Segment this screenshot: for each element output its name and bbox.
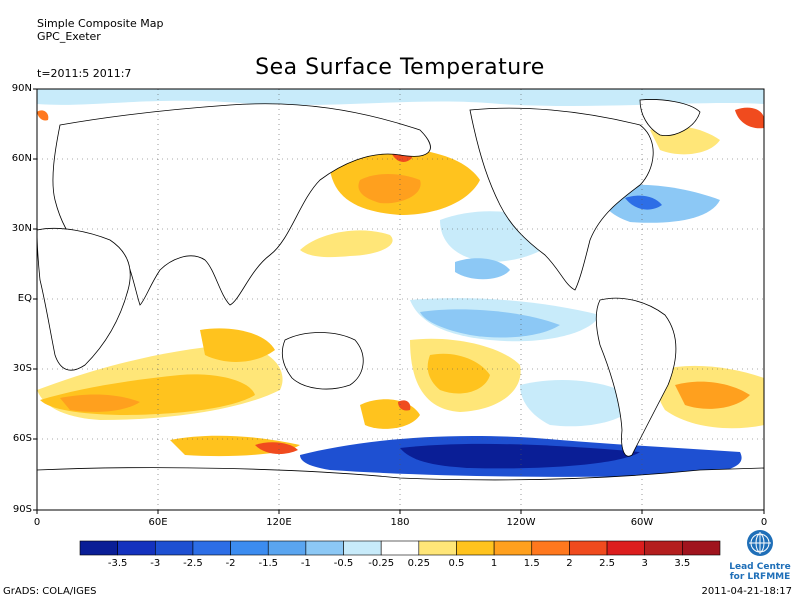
header-line2: GPC_Exeter — [37, 30, 101, 43]
colorbar-swatch — [154, 540, 194, 556]
lon-label-0-east: 0 — [760, 517, 768, 528]
colorbar-swatch — [418, 540, 457, 556]
colorbar-tick-label: 2.5 — [599, 558, 615, 569]
colorbar-tick-label: -0.25 — [368, 558, 395, 569]
colorbar-swatch — [569, 540, 608, 556]
anomaly-kuroshio — [300, 230, 393, 258]
lat-label-90s: 90S — [12, 504, 32, 515]
colorbar-tick-label: -2.5 — [183, 558, 203, 569]
land-greenland — [639, 99, 701, 136]
colorbar-tick-label: -2 — [225, 558, 236, 569]
anomaly-natlantic-blue-core — [625, 195, 662, 210]
lon-label-120w: 120W — [506, 517, 536, 528]
anomaly-spacific-core — [427, 353, 490, 394]
colorbar-swatch — [531, 540, 570, 556]
colorbar-tick-label: 2 — [566, 558, 573, 569]
anomaly-south-indian-warm — [200, 328, 275, 362]
lon-label-0: 0 — [33, 517, 41, 528]
colorbar-swatch — [380, 540, 420, 556]
colorbar-tick-label: 1 — [490, 558, 498, 569]
lon-label-60w: 60W — [630, 517, 654, 528]
colorbar-swatch — [192, 540, 231, 556]
colorbar-swatch — [267, 540, 307, 556]
colorbar-swatch — [644, 540, 683, 556]
logo-line2: for LRFMME — [729, 572, 791, 582]
wmo-globe-icon — [747, 530, 773, 556]
colorbar-swatch — [493, 540, 533, 556]
wmo-logo: Lead Centre for LRFMME — [720, 528, 800, 582]
lon-label-180: 180 — [390, 517, 410, 528]
anomaly-antarctic-cold-dark — [400, 443, 640, 469]
colorbar-swatch — [79, 540, 118, 556]
land-antarctica — [36, 467, 765, 511]
colorbar-swatch — [230, 540, 269, 556]
land-australia — [281, 332, 364, 390]
colorbar-tick-label: -3 — [150, 558, 161, 569]
colorbar-tick-label: -3.5 — [107, 558, 128, 569]
logo-line1: Lead Centre — [729, 562, 791, 572]
anomaly-satlantic-core — [675, 381, 750, 409]
time-range: t=2011:5 2011:7 — [37, 67, 132, 80]
lat-label-30n: 30N — [11, 223, 32, 234]
footer-software: GrADS: COLA/IGES — [3, 586, 97, 597]
colorbar-swatch — [456, 540, 495, 556]
colorbar-swatch — [305, 540, 344, 556]
anomaly-south-pacific-blue — [520, 380, 640, 427]
lat-label-30s: 30S — [12, 363, 32, 374]
anomaly-southern-warm-red — [255, 442, 298, 455]
colorbar-swatch — [117, 540, 156, 556]
lat-label-eq: EQ — [17, 293, 32, 304]
anomaly-eq-pacific-cool-core — [420, 309, 560, 338]
colorbar-swatch — [682, 540, 721, 556]
colorbar-tick-label: 1.5 — [523, 558, 540, 569]
lat-label-60n: 60N — [11, 153, 32, 164]
lat-label-90n: 90N — [11, 83, 32, 94]
graticule — [37, 89, 764, 510]
anomaly-indian-warm-orange — [60, 394, 140, 412]
axis-ticks — [33, 88, 765, 514]
colorbar-swatch — [606, 540, 646, 556]
anomaly-npacific-core — [358, 174, 421, 204]
anomaly-arctic-warm-west — [37, 110, 49, 121]
footer-timestamp: 2011-04-21-18:17 — [701, 586, 792, 597]
anomaly-ne-pacific-blue2 — [455, 258, 510, 280]
colorbar-tick-label: 3.5 — [674, 558, 691, 569]
anomaly-arctic-lightblue — [37, 89, 764, 106]
lon-label-120e: 120E — [266, 517, 292, 528]
colorbar-tick-label: -1 — [300, 558, 311, 569]
map-title: Sea Surface Temperature — [255, 55, 545, 80]
colorbar-tick-label: 3 — [641, 558, 648, 569]
colorbar-swatch — [343, 540, 382, 556]
lat-label-60s: 60S — [12, 433, 32, 444]
colorbar-tick-label: -0.5 — [333, 558, 354, 569]
land-north-america — [469, 107, 654, 291]
colorbar-tick-label: 0.25 — [407, 558, 430, 569]
colorbar-tick-label: -1.5 — [258, 558, 278, 569]
anomaly-south-dateline-red — [398, 400, 411, 411]
land-africa — [36, 227, 131, 371]
colorbar-tick-label: 0.5 — [448, 558, 465, 569]
anomaly-barents-hot — [735, 107, 764, 129]
header-line1: Simple Composite Map — [37, 17, 164, 30]
land-south-america — [595, 297, 677, 457]
lon-label-60e: 60E — [148, 517, 168, 528]
